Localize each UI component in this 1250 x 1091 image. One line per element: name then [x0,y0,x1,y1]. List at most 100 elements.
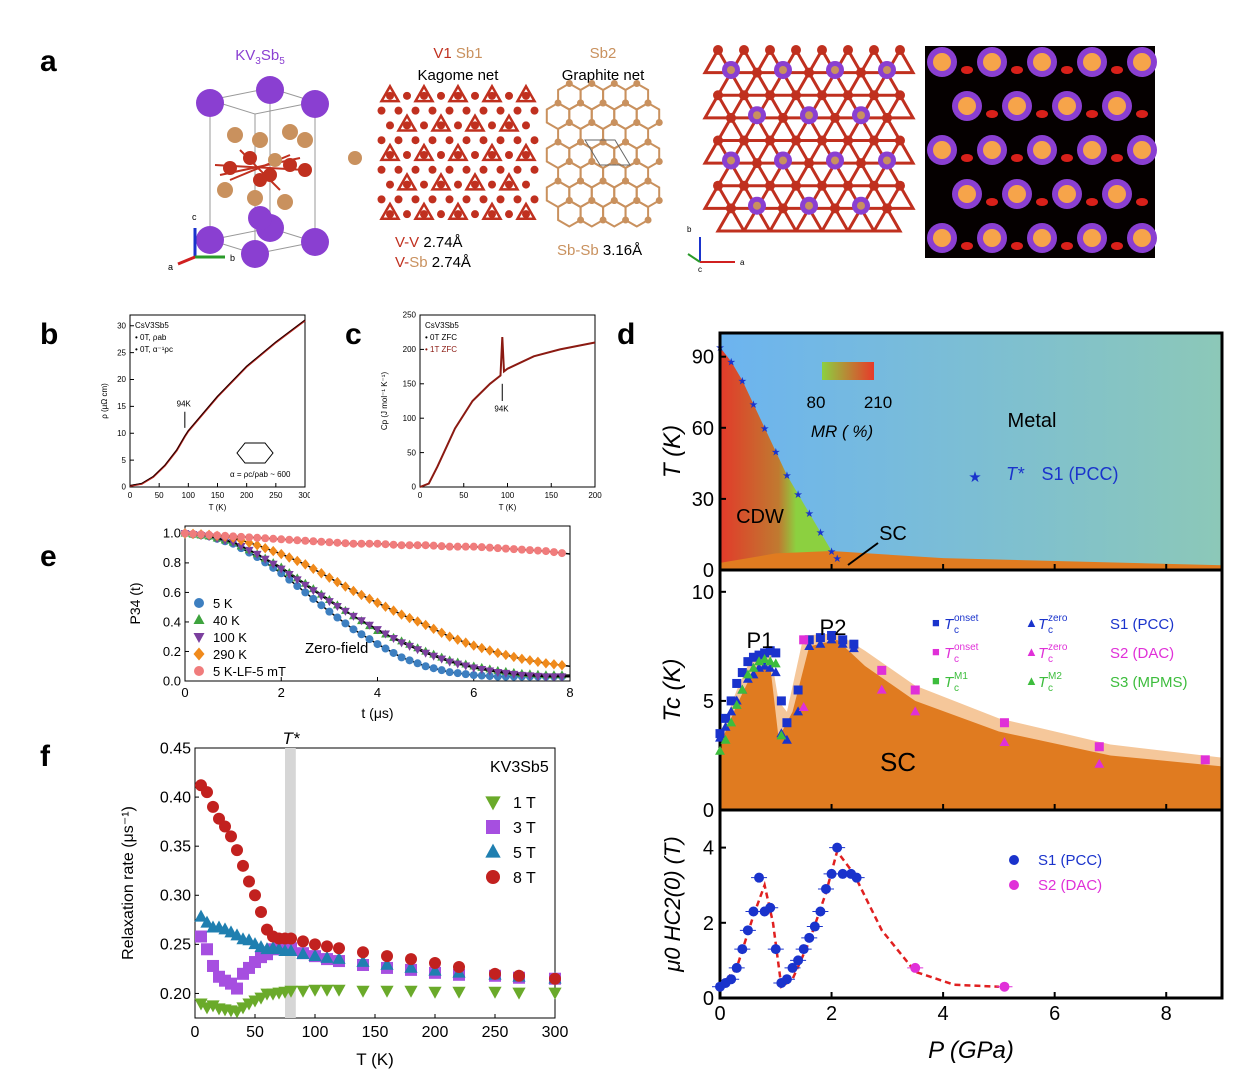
topview-v-atom [817,180,827,191]
data-point [292,576,302,585]
data-point [533,656,543,668]
sb-atom [644,177,652,185]
data-point [493,668,503,677]
topview-v-atom [791,180,801,191]
panel-f-chart: 0 50 100 150 200 250 300 0.20 0.25 0.30 0.35 0.40 0.… [120,730,568,1069]
v-atom [513,165,522,174]
cdw-label: CDW [736,506,784,528]
v-atom [505,91,513,100]
topview-triangle [806,92,838,120]
data-point [373,597,382,608]
data-point [512,987,526,1000]
kagome-triangle [379,142,401,162]
y-tick-label: 10 [117,429,126,438]
hc2-point [820,883,831,894]
panel-label-c: c [345,318,362,351]
sb-atom [610,158,618,165]
data-point [469,640,479,651]
tc-point [877,665,887,675]
graphite-hexagon [579,199,605,228]
topview-triangle [845,69,877,97]
legend-tc1-sup: M1 [954,671,968,682]
v-atom [522,210,530,219]
sb-atom [565,158,573,165]
v-atom [479,106,488,115]
data-point [461,662,471,671]
stm-red-spot [1011,242,1023,250]
data-point [533,672,543,681]
tstar-point: ★ [793,490,802,501]
topview-triangle [819,160,851,188]
sb-atom [588,119,596,126]
stm-orange-spot [1108,97,1126,115]
x-tick-label: 6 [1049,1003,1060,1025]
data-point [453,660,463,669]
tc-point [782,718,792,728]
y-tick-label: 20 [117,375,126,384]
data-point [194,909,208,922]
kagome-title: V1 Sb1 [433,45,482,62]
vsb-distance: V-Sb 2.74Å [395,254,471,271]
data-point [397,541,406,550]
topview-triangle [754,92,786,120]
stm-red-spot [1061,66,1073,74]
stm-red-spot [1061,154,1073,162]
legend-marker [193,633,205,643]
legend-marker [486,820,500,834]
v-atom [411,106,420,115]
tc-point [1094,742,1104,752]
topview-v-atom [843,180,853,191]
legend-tc2-sup: zero [1048,642,1068,653]
x-tick-label: 100 [182,491,196,500]
data-point [189,529,198,538]
y-tick-label: 2 [703,913,714,935]
tc-point [999,718,1009,728]
colorbar-max: 210 [864,393,892,412]
x-axis-label: P (GPa) [928,1037,1014,1064]
legend-marker [194,598,204,608]
y-tick-label: 5 [122,456,127,465]
sb-atom [655,197,663,204]
legend-label: 5 K-LF-5 mT [213,664,286,679]
topview-triangle [715,114,747,142]
stm-orange-spot [1058,97,1076,115]
sb-atom [610,197,618,204]
y-axis-label: ρ (μΩ cm) [100,383,109,419]
legend-s1: S1 (PCC) [1041,464,1118,484]
data-point [229,532,238,541]
v-atom [530,136,539,145]
v-atom [496,195,505,204]
sb-atom [633,119,641,126]
panel-a-structures: KV3Sb5 V1 Sb1 Kagome net Sb2 Graphite ne… [168,45,1157,274]
data-point [461,670,470,679]
hc2-point [804,932,815,943]
data-point [513,969,525,982]
data-point [308,587,318,596]
sb-atom [577,138,585,146]
data-point [453,960,465,973]
x-tick-label: 4 [938,1003,949,1025]
topview-v-atom [869,45,879,55]
sb-atom [565,119,573,126]
topview-v-atom [713,180,723,191]
x-tick-label: 100 [302,1024,329,1041]
sb-atom [588,80,596,87]
tc-point [765,646,775,656]
topview-triangle [819,69,851,97]
topview-triangle [754,182,786,210]
v-atom [386,91,394,100]
stm-orange-spot [983,229,1001,247]
data-point [243,875,255,888]
topview-triangle [884,182,916,210]
topview-v-atom [817,45,827,55]
stm-red-spot [1036,198,1048,206]
v-atom [505,151,513,159]
data-point [517,545,526,554]
legend-triangle: ▲ [1025,644,1038,659]
data-point [404,960,418,973]
legend-square: ■ [932,673,940,688]
v-atom [420,151,428,159]
topview-v-atom [791,45,801,55]
v-atom [488,210,496,219]
v-atom [454,121,462,130]
